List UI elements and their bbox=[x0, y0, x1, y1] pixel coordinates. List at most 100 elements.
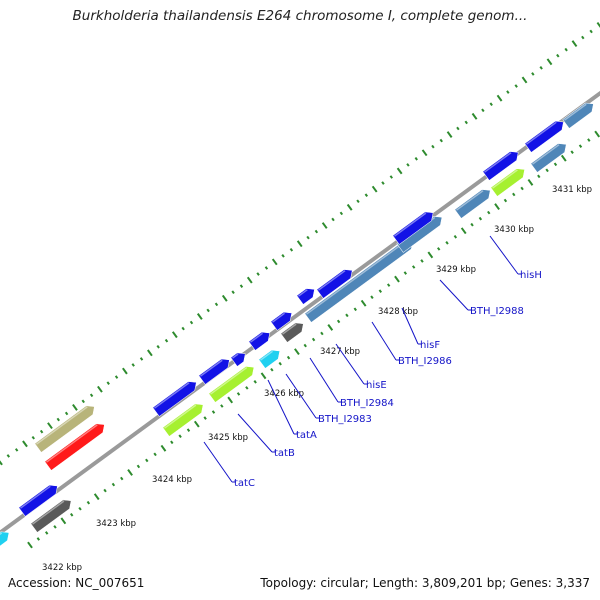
outer-tick bbox=[514, 84, 518, 88]
outer-tick bbox=[106, 381, 110, 385]
outer-tick bbox=[156, 344, 160, 349]
outer-tick bbox=[531, 72, 535, 76]
gene-blue[interactable] bbox=[152, 378, 200, 417]
svg-text:tatB: tatB bbox=[274, 448, 295, 459]
inner-tick bbox=[270, 367, 274, 372]
gene-label-hisF[interactable]: hisF bbox=[401, 307, 440, 351]
outer-tick bbox=[564, 47, 568, 52]
outer-tick bbox=[589, 29, 593, 34]
outer-tick bbox=[396, 167, 403, 175]
svg-text:hisH: hisH bbox=[520, 270, 542, 281]
outer-tick bbox=[389, 175, 394, 179]
inner-tick bbox=[578, 144, 583, 148]
outer-tick bbox=[246, 276, 253, 284]
gene-blue[interactable] bbox=[316, 266, 356, 299]
gene-lime[interactable] bbox=[208, 363, 257, 403]
inner-tick bbox=[360, 299, 367, 307]
outer-tick bbox=[89, 393, 94, 398]
outer-tick bbox=[414, 157, 418, 161]
gene-blue[interactable] bbox=[524, 118, 567, 153]
svg-text:BTH_I2983: BTH_I2983 bbox=[318, 414, 372, 425]
inner-tick bbox=[370, 295, 374, 300]
outer-tick bbox=[381, 181, 385, 185]
inner-tick bbox=[278, 361, 282, 366]
gene-lime[interactable] bbox=[490, 165, 528, 197]
inner-tick bbox=[560, 154, 567, 162]
gene-blue[interactable] bbox=[230, 349, 249, 367]
svg-text:tatC: tatC bbox=[234, 478, 255, 489]
gene-lime[interactable] bbox=[162, 400, 207, 437]
map-title: Burkholderia thailandensis E264 chromoso… bbox=[72, 8, 528, 24]
gene-red[interactable] bbox=[44, 420, 108, 471]
inner-tick bbox=[103, 488, 107, 493]
inner-tick bbox=[193, 420, 200, 428]
inner-tick bbox=[70, 512, 74, 517]
gene-gray[interactable] bbox=[280, 319, 307, 343]
inner-tick bbox=[411, 265, 416, 269]
outer-tick bbox=[506, 90, 510, 94]
outer-tick bbox=[164, 338, 169, 343]
gene-label-BTH_I2984[interactable]: BTH_I2984 bbox=[309, 357, 394, 409]
outer-tick bbox=[171, 331, 178, 339]
outer-tick bbox=[39, 429, 44, 434]
gene-khaki[interactable] bbox=[34, 402, 98, 453]
inner-tick bbox=[320, 331, 324, 336]
kbp-tick-label: 3430 kbp bbox=[494, 225, 534, 235]
gene-steel[interactable] bbox=[454, 186, 494, 219]
svg-text:BTH_I2988: BTH_I2988 bbox=[470, 306, 524, 317]
genome-summary: Topology: circular; Length: 3,809,201 bp… bbox=[260, 576, 590, 590]
svg-text:tatA: tatA bbox=[296, 430, 317, 441]
inner-tick bbox=[53, 525, 57, 529]
outer-tick bbox=[446, 131, 453, 138]
gene-label-hisE[interactable]: hisE bbox=[335, 343, 387, 391]
inner-tick bbox=[427, 251, 434, 259]
outer-tick bbox=[331, 217, 335, 222]
outer-tick bbox=[456, 126, 460, 131]
outer-tick bbox=[22, 440, 28, 448]
inner-tick bbox=[245, 386, 249, 390]
outer-tick bbox=[239, 284, 244, 288]
gene-blue[interactable] bbox=[18, 482, 61, 517]
gene-blue[interactable] bbox=[392, 208, 437, 245]
inner-tick bbox=[186, 428, 191, 432]
gene-label-BTH_I2986[interactable]: BTH_I2986 bbox=[371, 321, 452, 367]
inner-tick bbox=[527, 178, 534, 186]
gene-label-tatB[interactable]: tatB bbox=[237, 413, 295, 459]
gene-steel[interactable] bbox=[530, 140, 570, 173]
outer-tick bbox=[271, 258, 278, 266]
inner-tick bbox=[253, 380, 257, 384]
inner-tick bbox=[303, 343, 307, 348]
gene-blue[interactable] bbox=[270, 309, 295, 331]
svg-text:hisF: hisF bbox=[420, 340, 440, 351]
inner-tick bbox=[170, 440, 174, 445]
gene-gray[interactable] bbox=[30, 496, 75, 533]
gene-cyan[interactable] bbox=[0, 528, 12, 553]
outer-tick bbox=[181, 326, 185, 331]
outer-tick bbox=[314, 229, 319, 234]
inner-tick bbox=[336, 319, 341, 324]
outer-tick bbox=[339, 211, 344, 216]
outer-tick bbox=[97, 385, 103, 393]
outer-tick bbox=[64, 411, 69, 416]
inner-tick bbox=[178, 434, 182, 439]
gene-label-BTH_I2988[interactable]: BTH_I2988 bbox=[439, 279, 524, 317]
inner-tick bbox=[44, 531, 49, 535]
gene-label-tatA[interactable]: tatA bbox=[267, 379, 317, 441]
gene-cyan[interactable] bbox=[258, 347, 283, 369]
gene-blue[interactable] bbox=[248, 329, 273, 351]
gene-blue[interactable] bbox=[296, 285, 318, 305]
outer-tick bbox=[306, 235, 310, 240]
gene-label-BTH_I2983[interactable]: BTH_I2983 bbox=[285, 373, 372, 425]
kbp-tick-label: 3426 kbp bbox=[264, 389, 304, 399]
gene-label-tatC[interactable]: tatC bbox=[203, 441, 255, 489]
inner-tick bbox=[503, 198, 508, 203]
outer-tick bbox=[406, 163, 410, 167]
gene-blue[interactable] bbox=[198, 355, 233, 385]
gene-blue[interactable] bbox=[482, 148, 522, 181]
inner-tick bbox=[345, 313, 349, 318]
gene-label-hisH[interactable]: hisH bbox=[489, 235, 542, 281]
inner-tick bbox=[220, 404, 224, 408]
gene-steel[interactable] bbox=[562, 99, 597, 129]
